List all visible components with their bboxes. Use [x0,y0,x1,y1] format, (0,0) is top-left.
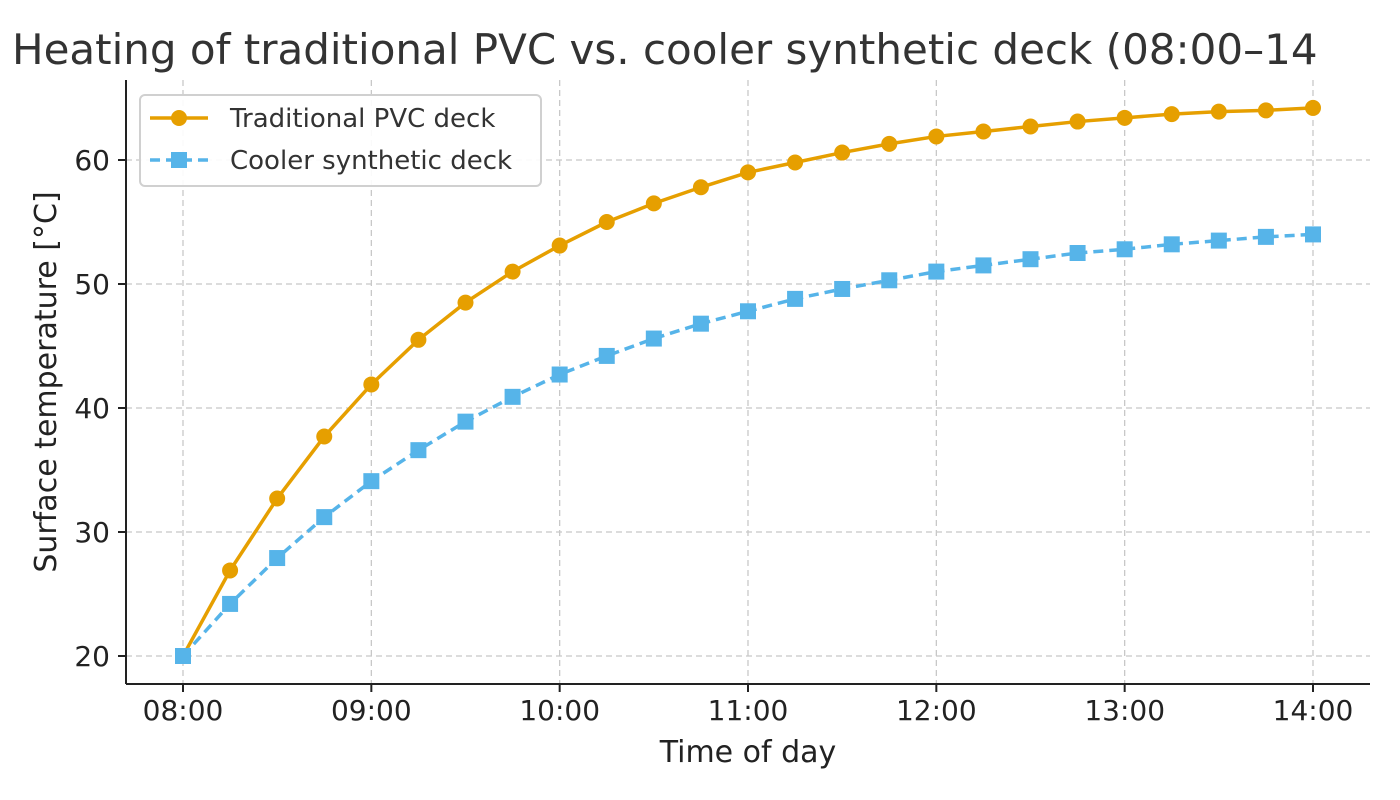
y-tick-label: 60 [74,144,110,177]
data-point [551,237,568,254]
ticks: 08:00 09:00 10:00 11:00 12:00 13:00 14:00 20 30 4… [74,144,1353,727]
data-point [740,303,756,320]
legend-box [139,94,542,187]
legend-label-synthetic: Cooler synthetic deck [230,146,512,176]
y-axis-label: Surface temperature [°C] [29,191,64,572]
data-point [1069,113,1086,130]
data-point [598,214,615,230]
data-point [787,154,804,171]
data-point [222,562,239,579]
data-point [787,290,804,307]
data-point [928,128,945,145]
series-1 [175,226,1321,664]
data-point [1069,245,1086,261]
data-point [928,263,945,280]
x-tick-label: 11:00 [708,694,789,727]
data-point [1210,103,1227,120]
data-point [363,473,380,490]
y-tick-label: 30 [74,516,110,549]
data-point [1210,232,1227,249]
legend: Traditional PVC deck Cooler synthetic de… [139,94,542,187]
data-point [692,315,709,332]
data-point [269,550,286,567]
data-point [740,164,756,181]
data-point [551,366,568,383]
data-point [834,144,851,161]
data-point [222,595,239,612]
data-point [975,257,992,274]
data-point [1257,228,1274,245]
x-tick-label: 08:00 [143,694,224,727]
y-tick-label: 40 [74,392,110,425]
data-point [457,294,474,311]
data-point [363,376,380,393]
data-point [175,648,191,664]
x-tick-label: 14:00 [1273,694,1354,727]
data-point [834,280,851,297]
x-tick-label: 10:00 [519,694,600,727]
x-axis-label: Time of day [659,735,837,770]
data-point [1257,102,1274,119]
data-point [1305,226,1321,243]
data-point [1116,109,1133,126]
legend-marker-pvc [171,110,187,126]
data-point [1163,236,1180,253]
x-tick-label: 09:00 [331,694,412,727]
data-point [598,347,615,364]
data-point [645,195,662,212]
data-point [1305,99,1321,116]
y-tick-label: 50 [74,268,110,301]
data-point [1163,106,1180,123]
data-point [504,263,521,280]
data-point [410,331,427,348]
x-tick-label: 13:00 [1084,694,1165,727]
data-point [975,123,992,140]
data-point [410,442,427,459]
legend-label-pvc: Traditional PVC deck [229,104,495,134]
x-tick-label: 12:00 [896,694,977,727]
y-tick-label: 20 [74,640,110,673]
chart-title: Heating of traditional PVC vs. cooler sy… [12,25,1318,74]
data-point [316,509,333,526]
data-point [645,330,662,347]
series-layer [175,99,1321,664]
data-point [1022,251,1039,268]
data-point [504,388,521,405]
legend-marker-synthetic [171,152,187,168]
data-point [881,135,898,152]
data-point [316,428,333,445]
data-point [692,179,709,196]
data-point [457,413,474,430]
data-point [1022,118,1039,135]
data-point [881,272,898,289]
data-point [1116,241,1133,258]
data-point [269,490,286,507]
